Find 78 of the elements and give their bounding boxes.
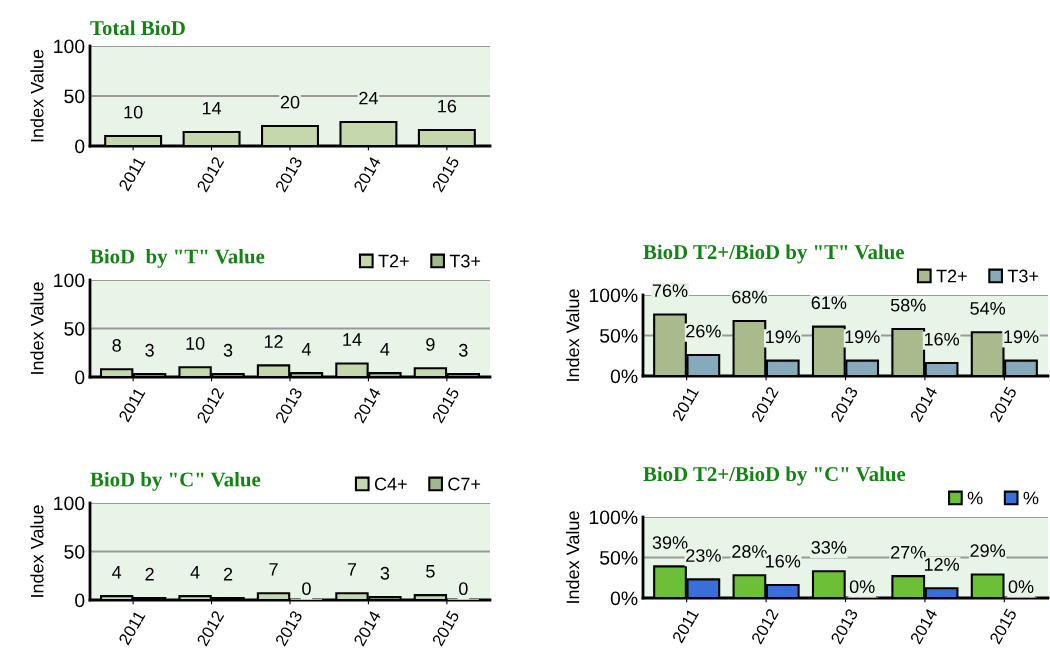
legend-label: T2+ bbox=[378, 254, 409, 268]
y-axis-title: Index Value bbox=[566, 511, 580, 603]
data-label: 4 bbox=[112, 566, 122, 579]
data-label: 29% bbox=[970, 544, 1006, 558]
data-label: 27% bbox=[891, 545, 926, 559]
data-label: 0% bbox=[849, 580, 875, 594]
y-tick-label: 50 bbox=[64, 544, 85, 559]
data-label: 16% bbox=[924, 332, 960, 346]
y-tick-label: 100 bbox=[54, 496, 85, 511]
chart-title: BioD T2+/BioD by "T" Value bbox=[643, 244, 905, 264]
y-tick-label: 50 bbox=[64, 89, 85, 104]
legend-label: T3+ bbox=[449, 254, 481, 268]
y-tick-label: 0 bbox=[75, 370, 85, 385]
data-label: 3 bbox=[459, 343, 468, 357]
y-tick-label: 0% bbox=[610, 369, 638, 384]
data-label: 68% bbox=[732, 290, 767, 304]
data-label: 14 bbox=[202, 101, 222, 115]
data-label: 8 bbox=[112, 339, 121, 352]
y-axis-title: Index Value bbox=[30, 505, 44, 597]
data-label: 0% bbox=[1008, 580, 1034, 594]
data-label: 28% bbox=[732, 545, 767, 558]
data-label: 12 bbox=[264, 335, 283, 348]
data-label: 33% bbox=[811, 541, 847, 554]
data-label: 20 bbox=[280, 95, 300, 109]
y-tick-label: 0 bbox=[75, 139, 85, 154]
data-label: 2 bbox=[223, 567, 233, 581]
chart-title: BioD T2+/BioD by "C" Value bbox=[643, 466, 906, 486]
data-label: 23% bbox=[686, 549, 721, 562]
y-tick-label: 100% bbox=[589, 288, 638, 303]
data-label: 3 bbox=[223, 343, 233, 357]
data-label: 19% bbox=[766, 330, 801, 344]
legend-label: T2+ bbox=[936, 269, 967, 283]
data-label: 12% bbox=[924, 558, 960, 571]
data-label: 61% bbox=[811, 296, 847, 310]
legend-label: T3+ bbox=[1007, 269, 1039, 283]
data-label: 26% bbox=[686, 324, 721, 338]
y-tick-label: 100% bbox=[589, 510, 638, 525]
data-label: 14 bbox=[343, 333, 362, 346]
data-label: 19% bbox=[1004, 330, 1039, 344]
data-label: 4 bbox=[301, 343, 311, 356]
data-label: 4 bbox=[190, 566, 200, 579]
data-label: 0 bbox=[302, 582, 311, 596]
data-label: 7 bbox=[347, 563, 357, 576]
y-tick-label: 50% bbox=[600, 328, 638, 343]
data-label: 5 bbox=[426, 565, 435, 578]
data-label: 9 bbox=[426, 338, 435, 351]
y-tick-label: 50 bbox=[64, 321, 85, 336]
data-label: 2 bbox=[145, 567, 154, 581]
y-axis-title: Index Value bbox=[30, 49, 44, 142]
y-axis-title: Index Value bbox=[30, 282, 44, 374]
data-label: 16 bbox=[438, 99, 457, 113]
data-label: 39% bbox=[652, 536, 688, 549]
y-tick-label: 100 bbox=[54, 39, 85, 54]
data-label: 3 bbox=[145, 343, 154, 357]
data-label: 3 bbox=[380, 566, 390, 580]
data-label: 4 bbox=[380, 343, 390, 356]
data-label: 0 bbox=[459, 582, 468, 596]
data-label: 10 bbox=[124, 105, 143, 119]
data-label: 7 bbox=[269, 563, 278, 576]
y-tick-label: 100 bbox=[54, 273, 85, 288]
chart-title: BioD by "T" Value bbox=[90, 248, 265, 268]
data-label: 19% bbox=[845, 330, 880, 344]
legend-label: % bbox=[967, 491, 983, 505]
data-label: 16% bbox=[766, 554, 801, 568]
chart-title: BioD by "C" Value bbox=[90, 471, 261, 491]
legend-label: % bbox=[1023, 491, 1039, 505]
data-label: 54% bbox=[970, 302, 1006, 315]
y-tick-label: 0% bbox=[610, 591, 638, 606]
y-axis-title: Index Value bbox=[566, 289, 580, 381]
y-tick-label: 50% bbox=[600, 550, 638, 565]
data-label: 10 bbox=[186, 337, 205, 350]
data-label: 24 bbox=[359, 91, 378, 105]
data-label: 58% bbox=[890, 298, 926, 312]
legend-label: C4+ bbox=[374, 477, 407, 491]
data-label: 76% bbox=[652, 284, 688, 297]
legend-label: C7+ bbox=[448, 477, 481, 491]
y-tick-label: 0 bbox=[75, 593, 85, 608]
chart-title: Total BioD bbox=[90, 20, 185, 36]
